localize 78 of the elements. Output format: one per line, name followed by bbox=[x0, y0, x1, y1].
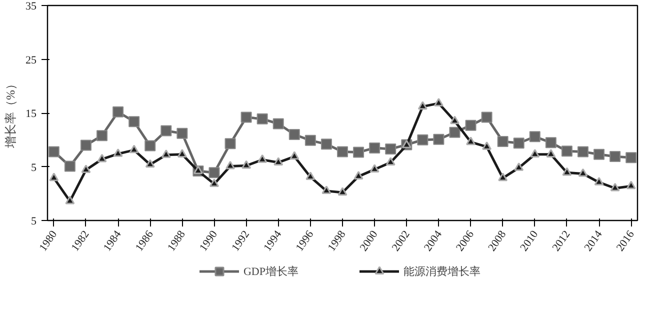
point bbox=[610, 182, 620, 192]
point bbox=[80, 140, 92, 151]
point bbox=[466, 136, 476, 146]
point bbox=[288, 129, 300, 140]
point bbox=[626, 152, 637, 164]
point bbox=[193, 166, 203, 174]
y-tick-label: 5 bbox=[31, 162, 37, 174]
point bbox=[465, 120, 476, 131]
point bbox=[594, 176, 604, 186]
point bbox=[240, 112, 252, 123]
point bbox=[274, 157, 284, 166]
point bbox=[577, 146, 588, 158]
point bbox=[529, 131, 540, 142]
point bbox=[226, 160, 236, 170]
point bbox=[129, 144, 139, 154]
point bbox=[594, 148, 605, 160]
point bbox=[513, 138, 524, 149]
y-tick-label: 25 bbox=[26, 54, 37, 66]
point bbox=[64, 160, 76, 172]
point bbox=[498, 172, 508, 182]
point bbox=[354, 171, 364, 180]
point bbox=[418, 101, 428, 110]
point bbox=[561, 146, 572, 157]
point bbox=[208, 167, 220, 178]
point bbox=[369, 142, 380, 154]
point bbox=[338, 187, 348, 196]
point bbox=[514, 162, 524, 171]
point bbox=[530, 149, 540, 158]
point bbox=[177, 149, 187, 158]
point bbox=[144, 140, 156, 152]
point bbox=[224, 138, 236, 150]
point bbox=[306, 172, 316, 180]
point bbox=[482, 141, 492, 150]
point bbox=[562, 167, 572, 176]
point bbox=[481, 112, 492, 123]
point bbox=[242, 160, 252, 169]
point bbox=[209, 178, 219, 188]
point bbox=[337, 146, 348, 158]
point bbox=[258, 154, 268, 163]
point bbox=[112, 106, 124, 118]
y-tick-label: 15 bbox=[26, 108, 37, 120]
point bbox=[450, 116, 460, 124]
point bbox=[417, 134, 428, 146]
point bbox=[385, 144, 396, 155]
point bbox=[145, 159, 155, 168]
legend-label: 能源消费增长率 bbox=[404, 264, 481, 278]
y-axis-title: 增长率（%） bbox=[4, 78, 18, 149]
point bbox=[370, 164, 380, 172]
point bbox=[128, 116, 140, 128]
point bbox=[578, 168, 588, 177]
point bbox=[497, 136, 508, 147]
point bbox=[304, 134, 316, 146]
point bbox=[610, 151, 621, 162]
point bbox=[320, 138, 332, 150]
point bbox=[49, 172, 59, 182]
point bbox=[160, 125, 172, 136]
point bbox=[290, 151, 300, 160]
point bbox=[386, 157, 396, 166]
legend-label: GDP增长率 bbox=[243, 264, 299, 278]
y-tick-label: 5 bbox=[31, 216, 37, 228]
point bbox=[322, 186, 332, 194]
point bbox=[353, 146, 364, 158]
point bbox=[545, 137, 556, 148]
y-tick-label: 35 bbox=[26, 0, 37, 12]
point bbox=[96, 130, 108, 142]
point bbox=[546, 149, 556, 158]
point bbox=[256, 113, 268, 124]
point bbox=[113, 148, 123, 157]
point bbox=[161, 150, 171, 158]
point bbox=[626, 180, 636, 190]
point bbox=[176, 128, 188, 139]
point bbox=[449, 126, 460, 138]
point bbox=[433, 134, 444, 145]
point bbox=[81, 164, 91, 174]
point bbox=[97, 154, 107, 162]
point bbox=[48, 146, 60, 158]
point bbox=[65, 196, 75, 204]
point bbox=[272, 118, 284, 130]
